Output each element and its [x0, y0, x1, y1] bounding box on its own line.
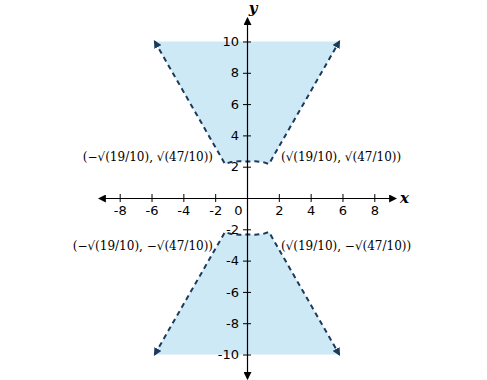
tick: -6	[226, 285, 251, 300]
tick-mark	[183, 194, 184, 202]
tick: 6	[231, 97, 251, 112]
chart: -8 -6 -4 -2 0 2 4 6 8 -10 -8 -6 -4 -2 2 4 6 8 10 x y (−√(19/1…	[0, 0, 487, 380]
tick-label: 2	[231, 159, 239, 174]
tick-label: -6	[146, 203, 159, 218]
tick: -2	[209, 194, 222, 218]
tick-mark	[243, 229, 251, 230]
tick-mark	[152, 194, 153, 202]
tick-label: 8	[371, 203, 379, 218]
tick: 2	[231, 159, 251, 174]
y-axis-title: y	[248, 0, 259, 17]
tick-mark	[215, 194, 216, 202]
tick-label: -6	[226, 285, 239, 300]
tick: -2	[226, 222, 251, 237]
tick-label: 4	[231, 128, 239, 143]
point-label: (−√(19/10), −√(47/10))	[73, 239, 213, 253]
tick: 2	[275, 194, 283, 218]
tick-mark	[243, 355, 251, 356]
tick-mark	[243, 135, 251, 136]
tick-mark	[120, 194, 121, 202]
tick: -10	[218, 347, 251, 362]
tick-label: 10	[222, 34, 239, 49]
tick: 6	[339, 194, 347, 218]
tick-mark	[243, 41, 251, 42]
tick-label: 8	[231, 65, 239, 80]
tick: -6	[146, 194, 159, 218]
tick-mark	[311, 194, 312, 202]
tick: -8	[226, 316, 251, 331]
tick-label: -2	[209, 203, 222, 218]
tick-mark	[243, 104, 251, 105]
y-axis: -10 -8 -6 -4 -2 2 4 6 8 10	[218, 19, 251, 379]
tick-label: -8	[114, 203, 127, 218]
tick-label: 0	[234, 203, 242, 218]
tick: -8	[114, 194, 127, 218]
tick: -4	[177, 194, 190, 218]
x-axis-title: x	[399, 189, 410, 207]
tick-label: 6	[231, 97, 239, 112]
tick-label: -8	[226, 316, 239, 331]
tick-mark	[243, 323, 251, 324]
tick: 8	[231, 65, 251, 80]
tick-label: 4	[307, 203, 315, 218]
point-label: (√(19/10), √(47/10))	[281, 150, 401, 164]
tick-label: 2	[275, 203, 283, 218]
tick-mark	[243, 73, 251, 74]
tick: 4	[231, 128, 251, 143]
tick-label: -2	[226, 222, 239, 237]
tick-mark	[243, 292, 251, 293]
point-label: (−√(19/10), √(47/10))	[83, 150, 213, 164]
tick-label: -4	[177, 203, 190, 218]
tick-mark	[279, 194, 280, 202]
tick: 0	[234, 194, 247, 218]
tick-label: -4	[226, 253, 239, 268]
tick: 10	[222, 34, 251, 49]
tick-mark	[342, 194, 343, 202]
tick-mark	[243, 167, 251, 168]
point-label: (√(19/10), −√(47/10))	[281, 239, 411, 253]
tick-label: -10	[218, 347, 239, 362]
y-axis-line	[247, 19, 248, 379]
tick-mark	[374, 194, 375, 202]
tick: 8	[371, 194, 379, 218]
tick-mark	[243, 261, 251, 262]
tick: -4	[226, 253, 251, 268]
tick-label: 6	[339, 203, 347, 218]
tick: 4	[307, 194, 315, 218]
